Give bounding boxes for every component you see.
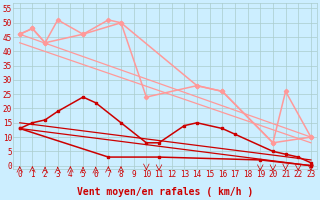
X-axis label: Vent moyen/en rafales ( km/h ): Vent moyen/en rafales ( km/h ) <box>77 187 253 197</box>
